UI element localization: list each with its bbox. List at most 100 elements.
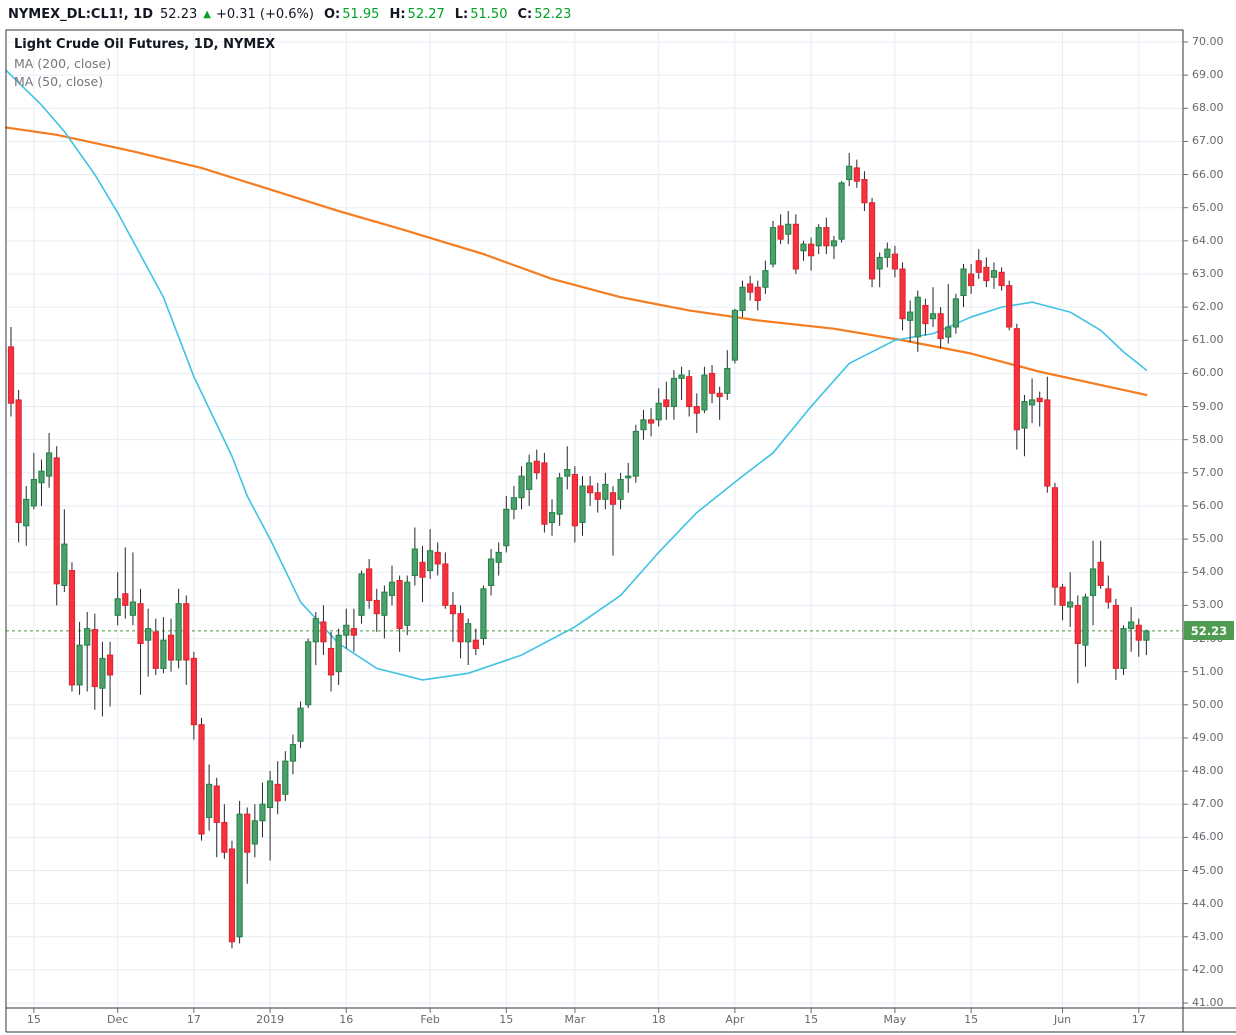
candle-body[interactable] <box>1143 630 1150 641</box>
candle-body[interactable] <box>145 628 152 641</box>
candle-body[interactable] <box>602 483 609 500</box>
candle-body[interactable] <box>922 304 929 325</box>
candle-body[interactable] <box>716 392 723 398</box>
candle-body[interactable] <box>632 430 639 477</box>
candle-body[interactable] <box>579 485 586 524</box>
candle-body[interactable] <box>990 270 998 278</box>
candle-body[interactable] <box>876 256 883 270</box>
candle-body[interactable] <box>884 248 891 258</box>
candle-body[interactable] <box>1120 628 1127 669</box>
candle-body[interactable] <box>731 309 738 361</box>
candle-body[interactable] <box>983 266 990 282</box>
candle-body[interactable] <box>1135 624 1142 641</box>
candle-body[interactable] <box>366 568 373 601</box>
legend-title[interactable]: Light Crude Oil Futures, 1D, NYMEX <box>14 37 276 52</box>
candle-body[interactable] <box>106 654 114 676</box>
candle-body[interactable] <box>320 621 327 643</box>
candle-body[interactable] <box>541 462 548 525</box>
candle-body[interactable] <box>998 271 1005 287</box>
candle-body[interactable] <box>160 639 167 669</box>
candle-body[interactable] <box>1006 285 1013 328</box>
candle-body[interactable] <box>609 492 617 505</box>
candle-body[interactable] <box>343 624 350 636</box>
candle-body[interactable] <box>266 780 274 809</box>
candle-body[interactable] <box>282 760 289 795</box>
candle-body[interactable] <box>1044 399 1051 487</box>
candle-body[interactable] <box>373 599 380 615</box>
candle-body[interactable] <box>480 588 487 640</box>
candle-body[interactable] <box>91 629 98 688</box>
candle-body[interactable] <box>1128 621 1135 630</box>
candle-body[interactable] <box>175 603 182 661</box>
candle-body[interactable] <box>747 283 754 293</box>
candle-body[interactable] <box>236 813 243 938</box>
candle-body[interactable] <box>815 227 822 247</box>
legend-ma200[interactable]: MA (200, close) <box>14 55 112 71</box>
candle-body[interactable] <box>15 399 22 524</box>
candle-body[interactable] <box>114 598 121 616</box>
candle-body[interactable] <box>312 618 319 643</box>
candle-body[interactable] <box>724 367 731 394</box>
candle-body[interactable] <box>1021 401 1028 429</box>
candle-body[interactable] <box>968 273 975 287</box>
candle-body[interactable] <box>769 227 777 265</box>
candle-body[interactable] <box>929 313 937 320</box>
candle-body[interactable] <box>823 227 830 247</box>
candle-body[interactable] <box>61 543 68 586</box>
candle-body[interactable] <box>99 657 106 689</box>
candle-body[interactable] <box>449 604 457 615</box>
candle-body[interactable] <box>289 744 297 762</box>
candle-body[interactable] <box>503 508 510 547</box>
legend-ma50[interactable]: MA (50, close) <box>14 74 104 89</box>
candle-body[interactable] <box>800 243 807 252</box>
candle-body[interactable] <box>556 477 563 515</box>
candle-body[interactable] <box>167 634 175 661</box>
candle-body[interactable] <box>381 591 388 616</box>
candle-body[interactable] <box>625 475 632 479</box>
candle-body[interactable] <box>137 603 144 644</box>
candle-body[interactable] <box>754 286 761 301</box>
candle-body[interactable] <box>305 641 312 706</box>
candle-body[interactable] <box>907 311 914 321</box>
candle-body[interactable] <box>30 478 37 507</box>
candle-body[interactable] <box>1013 328 1020 431</box>
candle-body[interactable] <box>701 374 708 411</box>
candle-body[interactable] <box>1082 596 1089 646</box>
candle-body[interactable] <box>693 406 700 414</box>
candle-body[interactable] <box>655 402 662 421</box>
candle-body[interactable] <box>358 573 365 616</box>
candle-body[interactable] <box>228 848 236 943</box>
candle-body[interactable] <box>571 473 578 527</box>
candle-body[interactable] <box>670 377 678 408</box>
candle-body[interactable] <box>38 470 45 484</box>
candle-body[interactable] <box>617 478 624 500</box>
candle-body[interactable] <box>244 813 251 853</box>
candle-body[interactable] <box>7 346 15 404</box>
candle-body[interactable] <box>457 613 464 643</box>
candle-body[interactable] <box>419 561 426 578</box>
candle-body[interactable] <box>1059 586 1066 606</box>
candle-body[interactable] <box>808 243 815 257</box>
candle-body[interactable] <box>129 601 137 616</box>
candle-body[interactable] <box>708 372 716 394</box>
candle-body[interactable] <box>960 268 967 297</box>
candle-body[interactable] <box>183 603 190 661</box>
candle-body[interactable] <box>411 548 418 577</box>
candle-body[interactable] <box>442 563 449 606</box>
candle-body[interactable] <box>853 167 860 182</box>
candle-body[interactable] <box>686 376 693 408</box>
candle-body[interactable] <box>1097 561 1104 586</box>
candle-body[interactable] <box>1036 397 1043 403</box>
candle-body[interactable] <box>487 558 495 586</box>
candle-body[interactable] <box>533 460 540 474</box>
candle-body[interactable] <box>495 551 502 563</box>
candle-body[interactable] <box>564 469 571 477</box>
candle-body[interactable] <box>350 628 357 636</box>
candle-body[interactable] <box>1067 601 1074 608</box>
candle-body[interactable] <box>647 419 655 424</box>
candle-body[interactable] <box>548 512 556 524</box>
candle-body[interactable] <box>1105 588 1112 603</box>
candle-body[interactable] <box>830 240 838 247</box>
candle-body[interactable] <box>1112 604 1120 669</box>
